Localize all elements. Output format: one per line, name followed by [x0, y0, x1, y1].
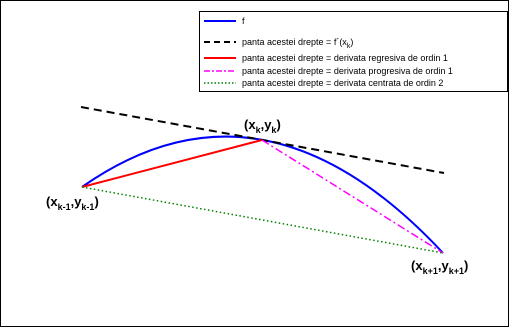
- legend-label-central: panta acestei drepte = derivata centrata…: [242, 78, 443, 88]
- central-difference-line: [81, 186, 444, 254]
- legend-label-forward: panta acestei drepte = derivata progresi…: [242, 66, 453, 76]
- point-label-prev: (xk-1,yk-1): [46, 194, 99, 212]
- legend-item-backward: panta acestei drepte = derivata regresiv…: [204, 53, 448, 63]
- backward-difference-line: [81, 139, 263, 188]
- legend-item-tangent: panta acestei drepte = f´(xk): [204, 37, 353, 50]
- legend-label-curve: f: [242, 16, 245, 26]
- forward-difference-line: [261, 139, 444, 254]
- legend-item-central: panta acestei drepte = derivata centrata…: [204, 78, 443, 88]
- legend-box: [199, 11, 508, 92]
- legend-item-curve: f: [204, 16, 245, 26]
- point-label-next: (xk+1,yk+1): [411, 258, 468, 276]
- legend: f panta acestei drepte = f´(xk) panta ac…: [199, 11, 508, 92]
- legend-item-forward: panta acestei drepte = derivata progresi…: [204, 66, 453, 76]
- point-label-curr: (xk,yk): [244, 117, 281, 135]
- legend-label-tangent: panta acestei drepte = f´(xk): [242, 37, 353, 50]
- legend-label-backward: panta acestei drepte = derivata regresiv…: [242, 53, 448, 63]
